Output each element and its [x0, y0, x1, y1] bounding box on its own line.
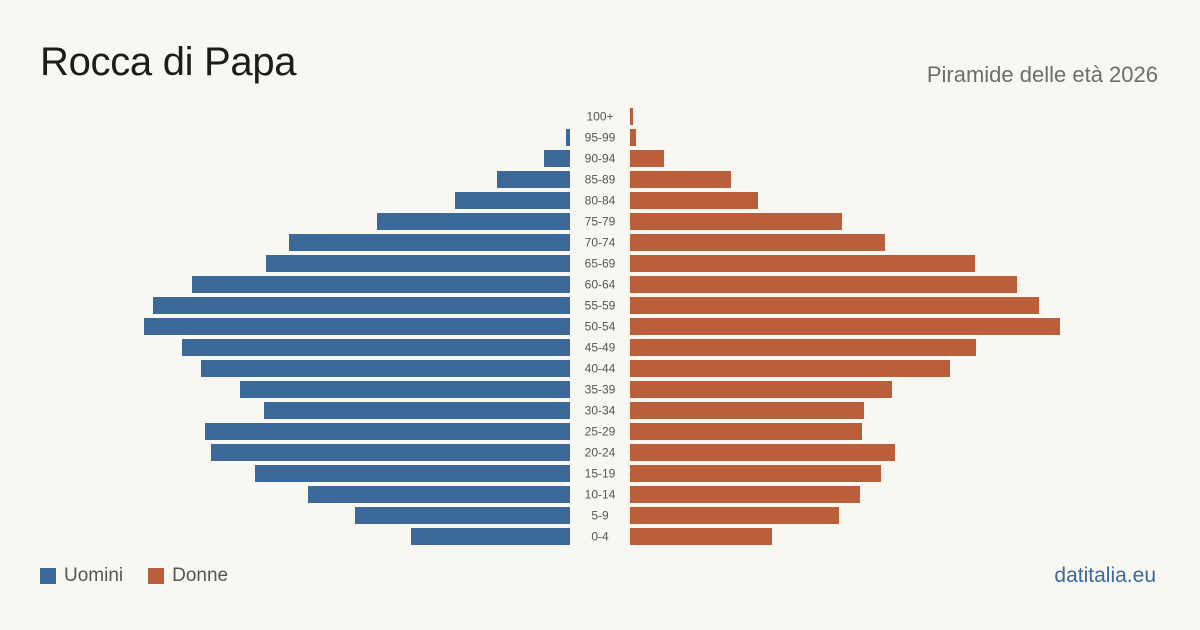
bar-men-60-64: [192, 276, 570, 293]
age-label-95-99: 95-99: [585, 131, 616, 145]
bar-women-25-29: [630, 423, 862, 440]
age-label-90-94: 90-94: [585, 152, 616, 166]
bar-men-20-24: [211, 444, 570, 461]
bar-women-45-49: [630, 339, 976, 356]
age-label-60-64: 60-64: [585, 278, 616, 292]
bar-men-65-69: [266, 255, 570, 272]
bar-women-95-99: [630, 129, 636, 146]
bar-men-25-29: [205, 423, 570, 440]
bar-women-70-74: [630, 234, 885, 251]
bar-men-10-14: [308, 486, 570, 503]
age-label-0-4: 0-4: [591, 530, 609, 544]
bar-men-45-49: [182, 339, 570, 356]
chart-subtitle: Piramide delle età 2026: [926, 62, 1158, 87]
age-label-70-74: 70-74: [585, 236, 616, 250]
bar-women-30-34: [630, 402, 864, 419]
bar-women-15-19: [630, 465, 881, 482]
age-label-45-49: 45-49: [585, 341, 616, 355]
age-label-35-39: 35-39: [585, 383, 616, 397]
legend-swatch-women: [148, 568, 165, 584]
age-label-85-89: 85-89: [585, 173, 616, 187]
bar-men-15-19: [255, 465, 570, 482]
age-label-50-54: 50-54: [585, 320, 616, 334]
bar-women-90-94: [630, 150, 664, 167]
bar-women-75-79: [630, 213, 842, 230]
bar-men-30-34: [264, 402, 570, 419]
age-label-10-14: 10-14: [585, 488, 616, 502]
age-label-5-9: 5-9: [591, 509, 609, 523]
age-label-55-59: 55-59: [585, 299, 616, 313]
legend: Uomini Donne: [40, 565, 253, 587]
bar-women-50-54: [630, 318, 1060, 335]
age-label-75-79: 75-79: [585, 215, 616, 229]
legend-label-men: Uomini: [64, 565, 124, 586]
legend-item-women: Donne: [148, 565, 228, 587]
age-label-80-84: 80-84: [585, 194, 616, 208]
bar-women-80-84: [630, 192, 758, 209]
age-label-30-34: 30-34: [585, 404, 616, 418]
bar-women-20-24: [630, 444, 895, 461]
age-label-40-44: 40-44: [585, 362, 616, 376]
bar-men-85-89: [497, 171, 570, 188]
bar-women-85-89: [630, 171, 731, 188]
bar-men-90-94: [544, 150, 570, 167]
legend-item-men: Uomini: [40, 565, 123, 587]
bar-women-35-39: [630, 381, 892, 398]
bar-men-0-4: [411, 528, 570, 545]
bar-women-10-14: [630, 486, 860, 503]
age-label-20-24: 20-24: [585, 446, 616, 460]
legend-label-women: Donne: [172, 565, 229, 586]
chart-title: Rocca di Papa: [40, 40, 297, 84]
bar-men-5-9: [355, 507, 570, 524]
bar-men-70-74: [289, 234, 570, 251]
bar-men-40-44: [201, 360, 570, 377]
age-label-25-29: 25-29: [585, 425, 616, 439]
bar-men-80-84: [455, 192, 570, 209]
bar-men-55-59: [153, 297, 570, 314]
bar-men-75-79: [377, 213, 570, 230]
bar-women-65-69: [630, 255, 975, 272]
age-label-100plus: 100+: [586, 110, 613, 124]
bar-women-55-59: [630, 297, 1039, 314]
age-label-65-69: 65-69: [585, 257, 616, 271]
bar-women-40-44: [630, 360, 950, 377]
bar-men-35-39: [240, 381, 570, 398]
bar-women-5-9: [630, 507, 839, 524]
brand-link[interactable]: datitalia.eu: [1054, 564, 1156, 587]
bar-women-0-4: [630, 528, 772, 545]
legend-swatch-men: [40, 568, 56, 584]
bar-men-95-99: [566, 129, 570, 146]
bar-men-50-54: [144, 318, 570, 335]
bar-women-100plus: [630, 108, 633, 125]
bar-women-60-64: [630, 276, 1017, 293]
age-label-15-19: 15-19: [585, 467, 616, 481]
